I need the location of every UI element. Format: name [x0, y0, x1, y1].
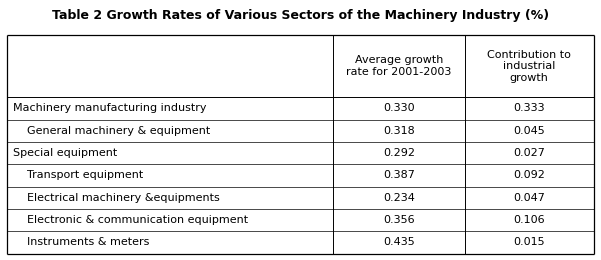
Text: 0.387: 0.387	[383, 170, 415, 180]
Text: 0.435: 0.435	[383, 237, 415, 247]
Text: 0.027: 0.027	[513, 148, 545, 158]
Text: Electrical machinery &equipments: Electrical machinery &equipments	[13, 193, 220, 203]
Text: 0.045: 0.045	[513, 126, 545, 136]
Text: 0.234: 0.234	[383, 193, 415, 203]
Text: Table 2 Growth Rates of Various Sectors of the Machinery Industry (%): Table 2 Growth Rates of Various Sectors …	[52, 9, 549, 22]
Text: Average growth
rate for 2001-2003: Average growth rate for 2001-2003	[346, 55, 451, 77]
Text: Instruments & meters: Instruments & meters	[13, 237, 150, 247]
Text: 0.047: 0.047	[513, 193, 545, 203]
Text: 0.092: 0.092	[513, 170, 545, 180]
Text: 0.356: 0.356	[383, 215, 415, 225]
Text: 0.292: 0.292	[383, 148, 415, 158]
Text: Electronic & communication equipment: Electronic & communication equipment	[13, 215, 248, 225]
Text: 0.333: 0.333	[513, 103, 545, 114]
Text: General machinery & equipment: General machinery & equipment	[13, 126, 210, 136]
Text: Machinery manufacturing industry: Machinery manufacturing industry	[13, 103, 207, 114]
Text: Contribution to
industrial
growth: Contribution to industrial growth	[487, 50, 571, 83]
Text: 0.330: 0.330	[383, 103, 415, 114]
Text: Transport equipment: Transport equipment	[13, 170, 144, 180]
Text: Special equipment: Special equipment	[13, 148, 117, 158]
Text: 0.318: 0.318	[383, 126, 415, 136]
Text: 0.106: 0.106	[513, 215, 545, 225]
Text: 0.015: 0.015	[513, 237, 545, 247]
